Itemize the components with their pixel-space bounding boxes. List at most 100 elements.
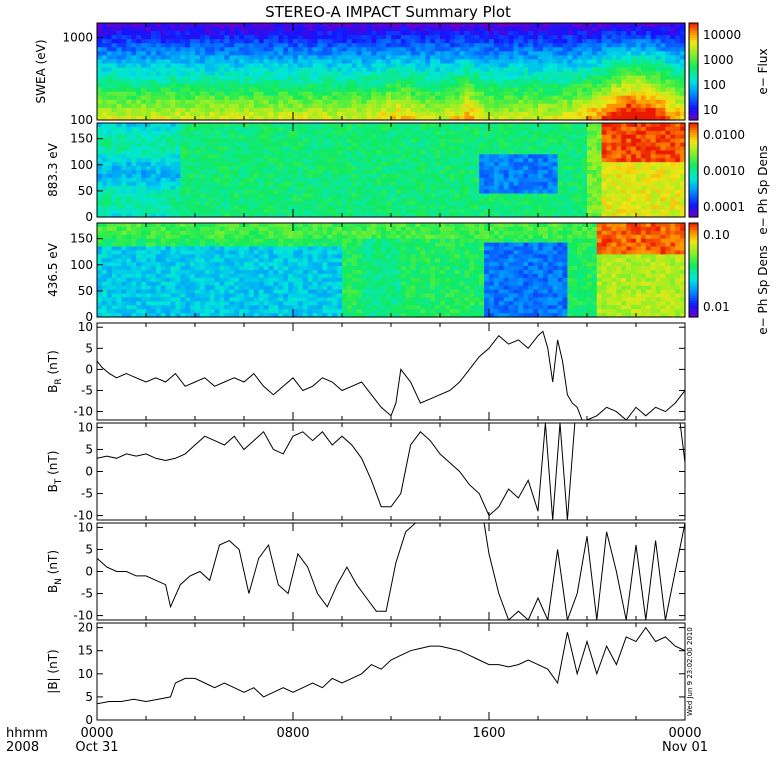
heatmap-cell <box>313 76 319 81</box>
heatmap-cell <box>435 174 441 179</box>
heatmap-cell <box>146 190 152 195</box>
heatmap-cell <box>117 100 123 105</box>
heatmap-cell <box>332 67 338 72</box>
heatmap-cell <box>224 67 230 72</box>
heatmap-cell <box>200 158 206 163</box>
heatmap-cell <box>406 108 412 113</box>
heatmap-cell <box>107 72 113 77</box>
heatmap-cell <box>210 55 216 60</box>
heatmap-cell <box>357 92 363 97</box>
heatmap-cell <box>646 63 652 68</box>
heatmap-cell <box>479 150 485 155</box>
heatmap-cell <box>190 158 196 163</box>
heatmap-cell <box>303 205 309 210</box>
heatmap-cell <box>357 205 363 210</box>
heatmap-cell <box>494 31 500 36</box>
heatmap-cell <box>401 35 407 40</box>
heatmap-cell <box>259 205 265 210</box>
heatmap-cell <box>288 178 294 183</box>
heatmap-cell <box>107 59 113 64</box>
heatmap-cell <box>234 96 240 101</box>
heatmap-cell <box>327 35 333 40</box>
heatmap-cell <box>215 27 221 32</box>
heatmap-cell <box>371 127 377 132</box>
heatmap-cell <box>661 96 667 101</box>
heatmap-cell <box>479 162 485 167</box>
heatmap-cell <box>518 186 524 191</box>
heatmap-cell <box>215 63 221 68</box>
heatmap-cell <box>259 63 265 68</box>
heatmap-cell <box>465 162 471 167</box>
heatmap-cell <box>352 194 358 199</box>
heatmap-cell <box>616 100 622 105</box>
heatmap-cell <box>509 139 514 144</box>
heatmap-cell <box>171 127 177 132</box>
heatmap-cell <box>612 59 618 64</box>
heatmap-cell <box>499 72 505 77</box>
heatmap-cell <box>166 131 172 136</box>
heatmap-cell <box>445 76 451 81</box>
heatmap-cell <box>474 139 480 144</box>
heatmap-cell <box>239 166 245 171</box>
heatmap-cell <box>131 186 137 191</box>
heatmap-cell <box>283 108 289 113</box>
heatmap-cell <box>298 131 304 136</box>
heatmap-cell <box>533 76 539 81</box>
heatmap-cell <box>215 100 221 105</box>
heatmap-cell <box>161 76 167 81</box>
heatmap-cell <box>264 205 270 210</box>
heatmap-cell <box>362 88 368 93</box>
heatmap-cell <box>656 104 662 109</box>
heatmap-cell <box>514 135 520 140</box>
heatmap-cell <box>651 112 657 117</box>
heatmap-cell <box>391 80 397 85</box>
heatmap-cell <box>161 47 167 52</box>
heatmap-cell <box>425 55 431 60</box>
heatmap-cell <box>352 23 358 28</box>
heatmap-cell <box>636 59 642 64</box>
heatmap-cell <box>376 39 382 44</box>
heatmap-cell <box>200 63 206 68</box>
heatmap-cell <box>122 147 128 152</box>
heatmap-cell <box>318 39 324 44</box>
heatmap-cell <box>538 88 544 93</box>
heatmap-cell <box>656 88 662 93</box>
heatmap-cell <box>229 139 235 144</box>
heatmap-cell <box>450 80 456 85</box>
heatmap-cell <box>430 43 436 48</box>
heatmap-cell <box>151 55 157 60</box>
heatmap-cell <box>239 190 245 195</box>
heatmap-cell <box>273 205 279 210</box>
heatmap-cell <box>455 127 461 132</box>
heatmap-cell <box>504 162 510 167</box>
heatmap-cell <box>665 43 671 48</box>
heatmap-cell <box>396 186 402 191</box>
heatmap-cell <box>499 194 505 199</box>
heatmap-cell <box>357 178 363 183</box>
heatmap-cell <box>185 67 191 72</box>
heatmap-cell <box>342 166 348 171</box>
heatmap-cell <box>538 67 544 72</box>
heatmap-cell <box>347 174 353 179</box>
heatmap-cell <box>244 96 250 101</box>
heatmap-cell <box>220 84 226 89</box>
heatmap-cell <box>514 139 520 144</box>
heatmap-cell <box>602 35 608 40</box>
heatmap-cell <box>420 143 426 148</box>
heatmap-cell <box>278 47 284 52</box>
heatmap-cell <box>97 143 103 148</box>
heatmap-cell <box>460 182 466 187</box>
heatmap-cell <box>303 96 309 101</box>
heatmap-cell <box>185 127 191 132</box>
heatmap-cell <box>322 158 328 163</box>
heatmap-cell <box>597 35 603 40</box>
heatmap-cell <box>352 162 358 167</box>
heatmap-cell <box>254 23 259 28</box>
heatmap-cell <box>582 27 588 32</box>
heatmap-cell <box>651 27 657 32</box>
heatmap-cell <box>425 112 431 117</box>
heatmap-cell <box>342 31 348 36</box>
heatmap-cell <box>592 100 598 105</box>
heatmap-cell <box>293 80 299 85</box>
heatmap-cell <box>215 96 221 101</box>
